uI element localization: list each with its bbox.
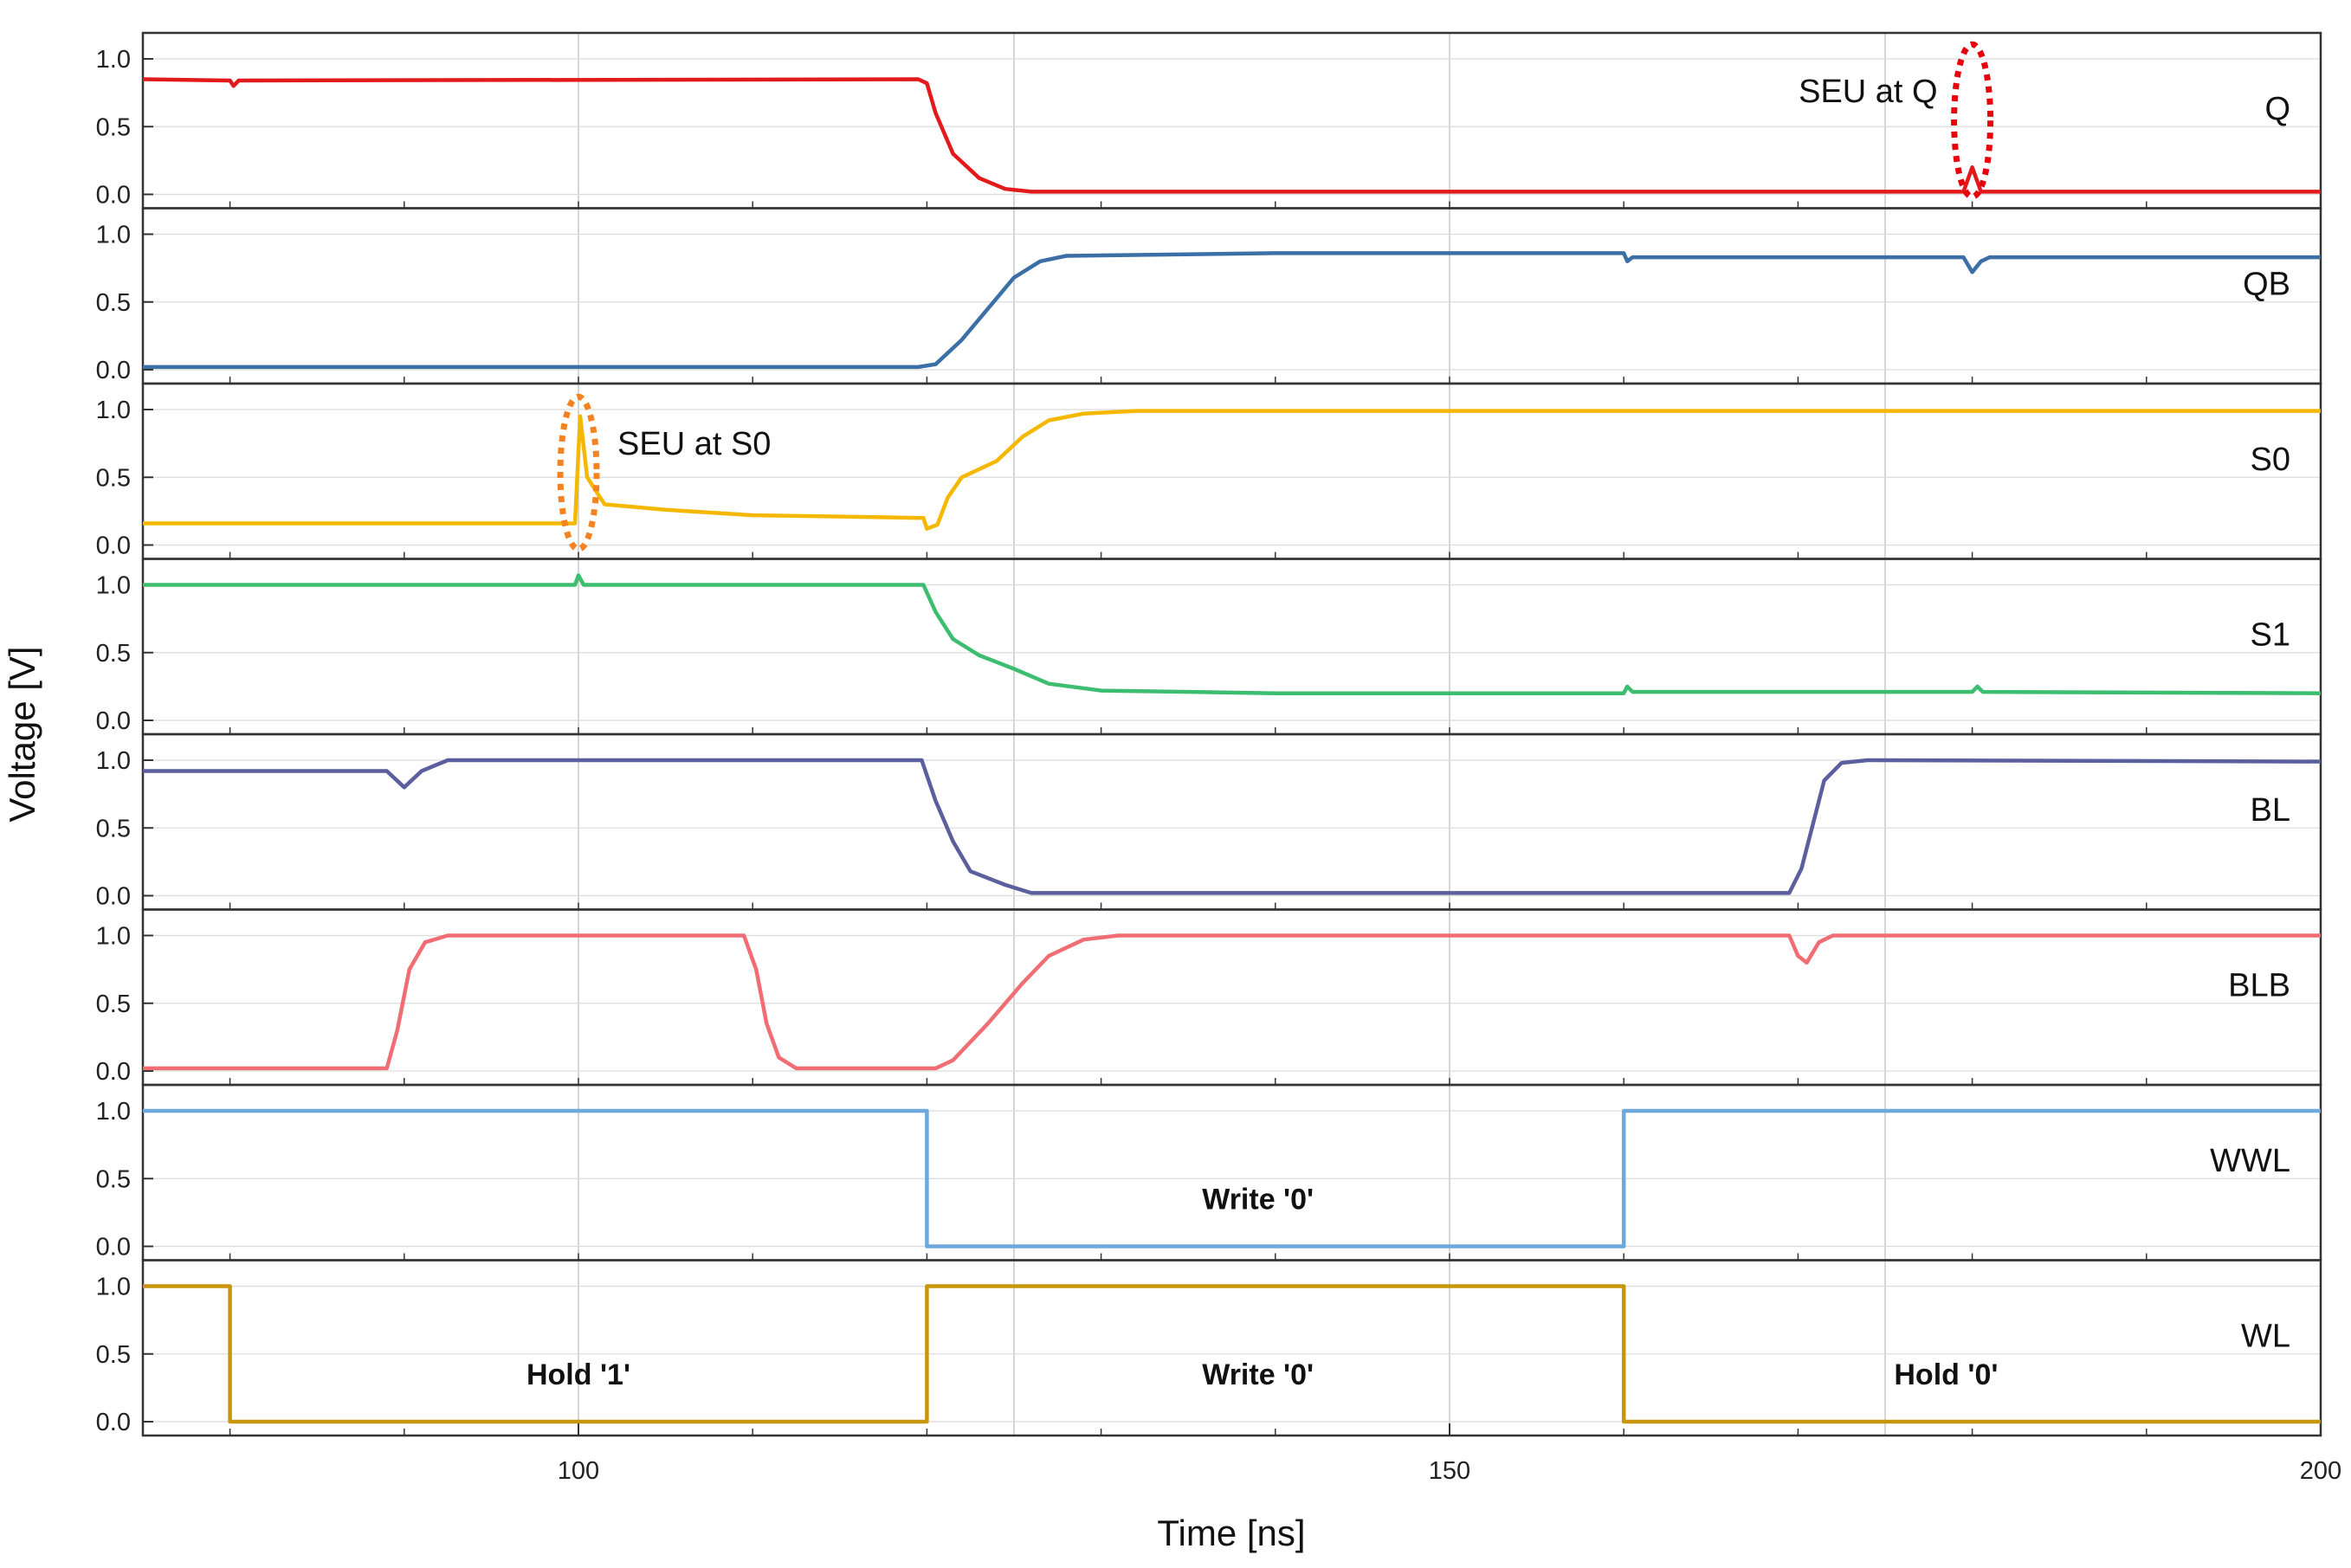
series-line-blb — [143, 933, 2321, 1071]
seu-marker-s0 — [557, 393, 600, 552]
y-tick-label: 1.0 — [96, 923, 131, 951]
series-line-bl — [143, 758, 2322, 895]
signal-label-wl: WL — [2241, 1319, 2290, 1355]
x-axis-title: Time [ns] — [1157, 1513, 1305, 1553]
y-tick-label: 1.0 — [96, 397, 131, 424]
y-tick-label: 1.0 — [96, 1098, 131, 1126]
phase-label: Write '0' — [1202, 1184, 1314, 1216]
y-tick-label: 0.5 — [96, 1165, 131, 1193]
y-tick-label: 0.0 — [96, 532, 131, 560]
phase-label: Hold '0' — [1894, 1358, 1998, 1391]
y-tick-label: 0.0 — [96, 1234, 131, 1261]
signal-label-q: Q — [2264, 91, 2290, 127]
panel-frames — [141, 31, 2322, 1437]
signal-label-s0: S0 — [2251, 442, 2290, 478]
phase-label: Hold '1' — [526, 1358, 630, 1391]
signal-label-bl: BL — [2251, 792, 2290, 829]
panel-frame-wl — [141, 1259, 2322, 1437]
seu-label-q: SEU at Q — [1799, 74, 1938, 110]
series-line-wwl — [143, 1108, 2321, 1249]
y-tick-label: 0.5 — [96, 1341, 131, 1369]
series-line-s1 — [143, 573, 2322, 695]
x-tick-label: 100 — [558, 1457, 599, 1485]
y-tick-label: 0.5 — [96, 640, 131, 668]
y-tick-label: 1.0 — [96, 1274, 131, 1301]
y-tick-label: 1.0 — [96, 747, 131, 775]
series-line-q — [142, 77, 2321, 194]
y-tick-label: 0.0 — [96, 1409, 131, 1436]
phase-label: Write '0' — [1202, 1358, 1314, 1391]
series-line-s0 — [143, 409, 2321, 531]
signal-label-blb: BLB — [2228, 968, 2290, 1004]
y-tick-label: 0.0 — [96, 883, 131, 911]
y-tick-label: 0.0 — [96, 182, 131, 210]
y-tick-label: 0.5 — [96, 289, 131, 317]
chart-labels: 0.0 0.5 1.0 Q 0.0 0.5 1.0 QB 0.0 0.5 1.0 S0 0.0 0.5 1.… — [96, 41, 2341, 1485]
y-tick-label: 1.0 — [96, 572, 131, 600]
signal-label-wwl: WWL — [2210, 1143, 2290, 1179]
series-lines — [142, 77, 2322, 1424]
signal-label-s1: S1 — [2251, 617, 2290, 654]
y-tick-label: 0.0 — [96, 357, 131, 384]
y-tick-label: 0.5 — [96, 464, 131, 492]
y-tick-label: 1.0 — [96, 46, 131, 74]
y-tick-label: 0.5 — [96, 815, 131, 842]
signal-label-qb: QB — [2243, 267, 2290, 303]
series-line-qb — [143, 251, 2321, 370]
y-axis-title: Voltage [V] — [2, 646, 42, 822]
x-tick-label: 150 — [1429, 1457, 1470, 1485]
y-tick-label: 0.0 — [96, 707, 131, 735]
seu-label-s0: SEU at S0 — [617, 426, 771, 462]
seu-marker-q — [1951, 41, 1994, 200]
y-tick-label: 1.0 — [96, 222, 131, 249]
y-tick-label: 0.5 — [96, 990, 131, 1018]
y-tick-label: 0.5 — [96, 113, 131, 141]
x-tick-label: 200 — [2300, 1457, 2341, 1485]
series-line-wl — [143, 1284, 2321, 1424]
y-tick-label: 0.0 — [96, 1058, 131, 1086]
